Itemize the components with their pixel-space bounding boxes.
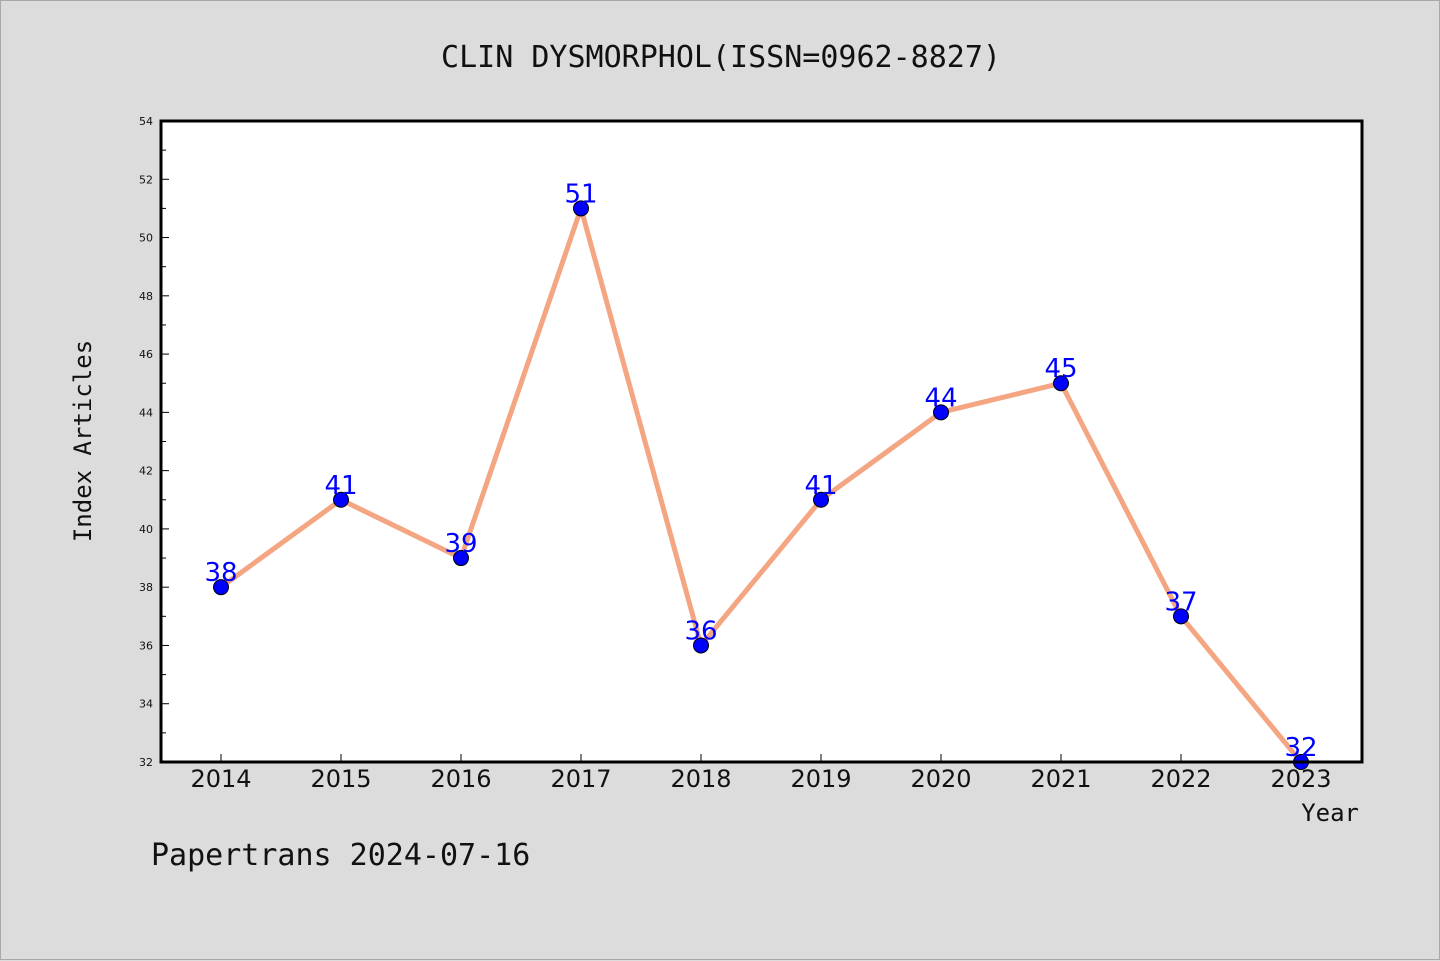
data-point: [1053, 375, 1069, 392]
y-tick-label: 34: [139, 698, 153, 711]
data-label: 37: [1164, 587, 1197, 617]
data-label: 44: [924, 383, 957, 413]
plot-area: [161, 121, 1362, 762]
y-tick-label: 50: [139, 232, 153, 245]
y-tick-label: 52: [139, 173, 153, 186]
data-label: 39: [444, 529, 477, 559]
footer-watermark: Papertrans 2024-07-16: [151, 838, 530, 873]
y-axis-ticks: 32 34 36 38 40 42 44 46 48 50 52 54: [139, 115, 169, 769]
x-tick-label: 2021: [1030, 765, 1091, 793]
data-point: [213, 579, 229, 596]
y-tick-label: 42: [139, 465, 153, 478]
data-label: 41: [804, 471, 837, 501]
data-label: 36: [684, 616, 717, 646]
y-tick-label: 54: [139, 115, 153, 128]
plot-frame: [159, 119, 1364, 764]
data-point: [693, 637, 709, 654]
x-tick-label: 2017: [550, 765, 611, 793]
y-axis-title: Index Articles: [69, 340, 97, 542]
x-tick-label: 2014: [190, 765, 251, 793]
x-tick-label: 2020: [910, 765, 971, 793]
data-point: [333, 491, 349, 508]
y-tick-label: 46: [139, 348, 153, 361]
data-label: 32: [1284, 733, 1317, 763]
data-point: [453, 550, 469, 567]
y-tick-label: 44: [139, 406, 153, 419]
data-point: [573, 200, 589, 217]
data-point: [1173, 608, 1189, 625]
chart-title: CLIN DYSMORPHOL(ISSN=0962-8827): [441, 40, 1001, 75]
x-tick-label: 2015: [310, 765, 371, 793]
series-line: [218, 205, 1304, 765]
data-point: [813, 491, 829, 508]
x-axis-ticks: 2014 2015 2016 2017 2018 2019 2020 2021 2022 2023: [190, 754, 1332, 793]
y-tick-label: 38: [139, 581, 153, 594]
x-tick-label: 2018: [670, 765, 731, 793]
data-point: [933, 404, 949, 421]
data-label: 51: [564, 179, 597, 209]
data-label: 38: [204, 558, 237, 588]
series-layer: 38 41 39 51 36 41 44 45 37 32: [204, 179, 1318, 770]
y-tick-label: 36: [139, 639, 153, 652]
data-label: 45: [1044, 354, 1077, 384]
x-tick-label: 2016: [430, 765, 491, 793]
x-tick-label: 2019: [790, 765, 851, 793]
x-tick-label: 2022: [1150, 765, 1211, 793]
x-axis-title: Year: [1301, 799, 1359, 827]
y-tick-label: 40: [139, 523, 153, 536]
data-label: 41: [324, 471, 357, 501]
y-tick-label: 32: [139, 756, 153, 769]
y-tick-label: 48: [139, 290, 153, 303]
